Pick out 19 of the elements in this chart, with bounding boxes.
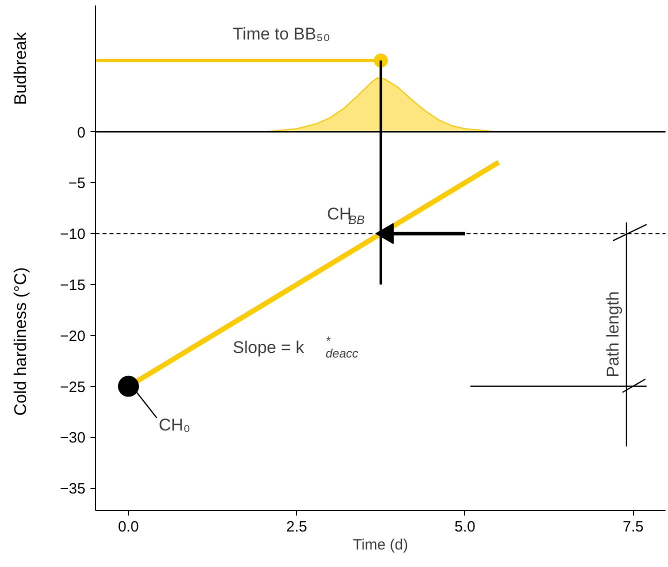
annotation: Time to BB₅₀ [232, 24, 330, 44]
y-tick-label: −20 [60, 328, 86, 345]
y-tick-label: −5 [68, 175, 86, 192]
y-tick-label: −25 [60, 378, 86, 396]
text: Path length [603, 291, 622, 378]
x-axis-title: Time (d) [352, 536, 408, 554]
y-tick-label: −15 [60, 276, 86, 294]
text: Budbreak [11, 32, 30, 106]
y-tick-label: −35 [60, 480, 86, 498]
annotation: CH₀ [158, 415, 190, 434]
x-tick-label: 2.5 [286, 518, 308, 536]
y-axis-title: Cold hardiness (°C) [11, 267, 30, 416]
text: Slope = k*deacc [232, 334, 358, 361]
x-tick-label: 7.5 [622, 518, 644, 536]
x-tick-label: 0.0 [118, 518, 139, 536]
x-tick-label: 5.0 [454, 518, 476, 536]
y-tick-label: −30 [60, 430, 86, 447]
y-tick-label: −10 [60, 226, 86, 244]
y-tick-label: 0 [77, 124, 86, 142]
